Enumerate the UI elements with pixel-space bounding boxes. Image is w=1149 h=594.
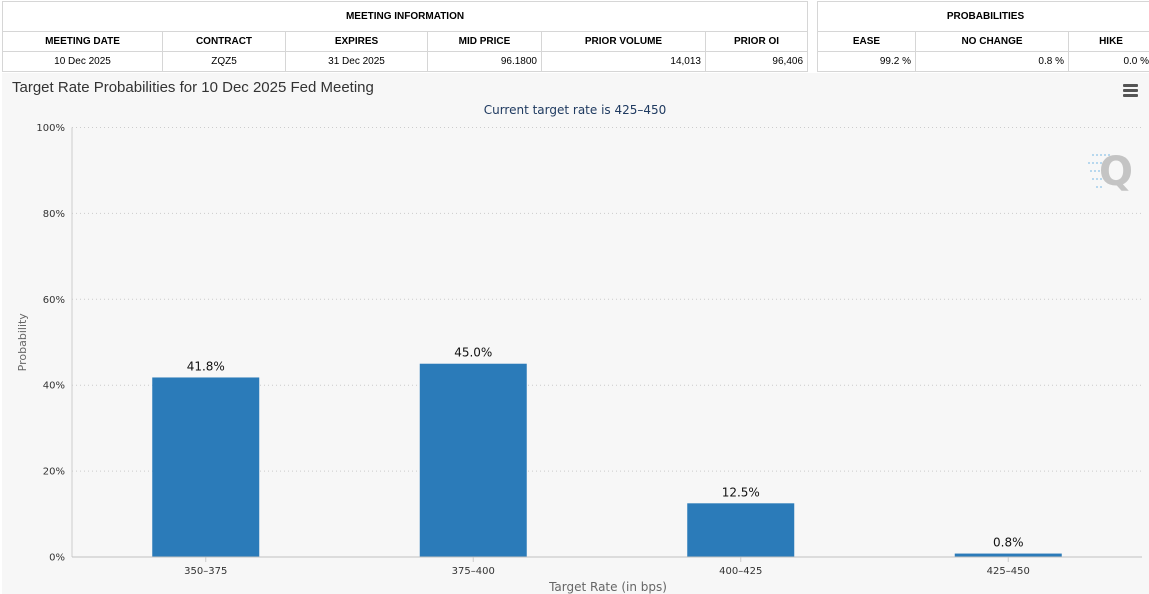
- prior-oi-header: PRIOR OI: [704, 31, 809, 52]
- prior-volume-header: PRIOR VOLUME: [541, 31, 706, 52]
- y-tick-label: 80%: [43, 209, 65, 220]
- hamburger-menu-icon[interactable]: [1123, 84, 1138, 98]
- ease-value: 99.2 %: [817, 51, 916, 72]
- q-logo-watermark: Q: [1088, 149, 1133, 195]
- x-tick-label: 350–375: [184, 566, 227, 577]
- bar-data-label: 0.8%: [993, 536, 1024, 550]
- no-change-header: NO CHANGE: [915, 31, 1069, 52]
- bar-data-label: 12.5%: [722, 485, 760, 499]
- hike-header: HIKE: [1067, 31, 1149, 52]
- y-axis-title: Probability: [16, 313, 29, 372]
- prior-oi-value: 96,406: [704, 51, 809, 72]
- y-tick-label: 0%: [49, 553, 65, 564]
- x-axis-title: Target Rate (in bps): [548, 580, 667, 594]
- x-tick-label: 400–425: [719, 566, 762, 577]
- hike-value: 0.0 %: [1067, 51, 1149, 72]
- x-tick-label: 375–400: [452, 566, 495, 577]
- bar[interactable]: [419, 363, 527, 557]
- y-tick-label: 100%: [36, 123, 65, 134]
- prior-volume-value: 14,013: [541, 51, 706, 72]
- bar[interactable]: [954, 553, 1062, 557]
- probabilities-header: PROBABILITIES: [816, 1, 1149, 32]
- x-tick-label: 425–450: [987, 566, 1030, 577]
- meeting-information-header: MEETING INFORMATION: [1, 1, 809, 32]
- mid-price-value: 96.1800: [427, 51, 542, 72]
- expires-header: EXPIRES: [285, 31, 428, 52]
- chart-title: Target Rate Probabilities for 10 Dec 202…: [12, 79, 374, 96]
- bar-data-label: 41.8%: [187, 359, 225, 373]
- contract-value: ZQZ5: [162, 51, 286, 72]
- y-tick-label: 60%: [43, 295, 65, 306]
- bar[interactable]: [687, 503, 795, 557]
- ease-header: EASE: [817, 31, 916, 52]
- y-tick-label: 40%: [43, 381, 65, 392]
- svg-text:Q: Q: [1099, 149, 1133, 195]
- meeting-date-header: MEETING DATE: [2, 31, 163, 52]
- bar-chart: Q Current target rate is 425–450 0% 20% 40% 6…: [16, 103, 1142, 594]
- expires-value: 31 Dec 2025: [285, 51, 428, 72]
- bar-data-label: 45.0%: [454, 346, 492, 360]
- chart-subtitle: Current target rate is 425–450: [484, 103, 667, 117]
- mid-price-header: MID PRICE: [427, 31, 542, 52]
- meeting-information-table: MEETING INFORMATION MEETING DATE CONTRAC…: [1, 1, 809, 72]
- meeting-date-value: 10 Dec 2025: [2, 51, 163, 72]
- bar[interactable]: [152, 377, 260, 557]
- chart-panel: Q Current target rate is 425–450 0% 20% 40% 6…: [2, 73, 1149, 594]
- probabilities-table: PROBABILITIES EASE NO CHANGE HIKE 99.2 %…: [816, 1, 1149, 72]
- no-change-value: 0.8 %: [915, 51, 1069, 72]
- y-tick-label: 20%: [43, 467, 65, 478]
- contract-header: CONTRACT: [162, 31, 286, 52]
